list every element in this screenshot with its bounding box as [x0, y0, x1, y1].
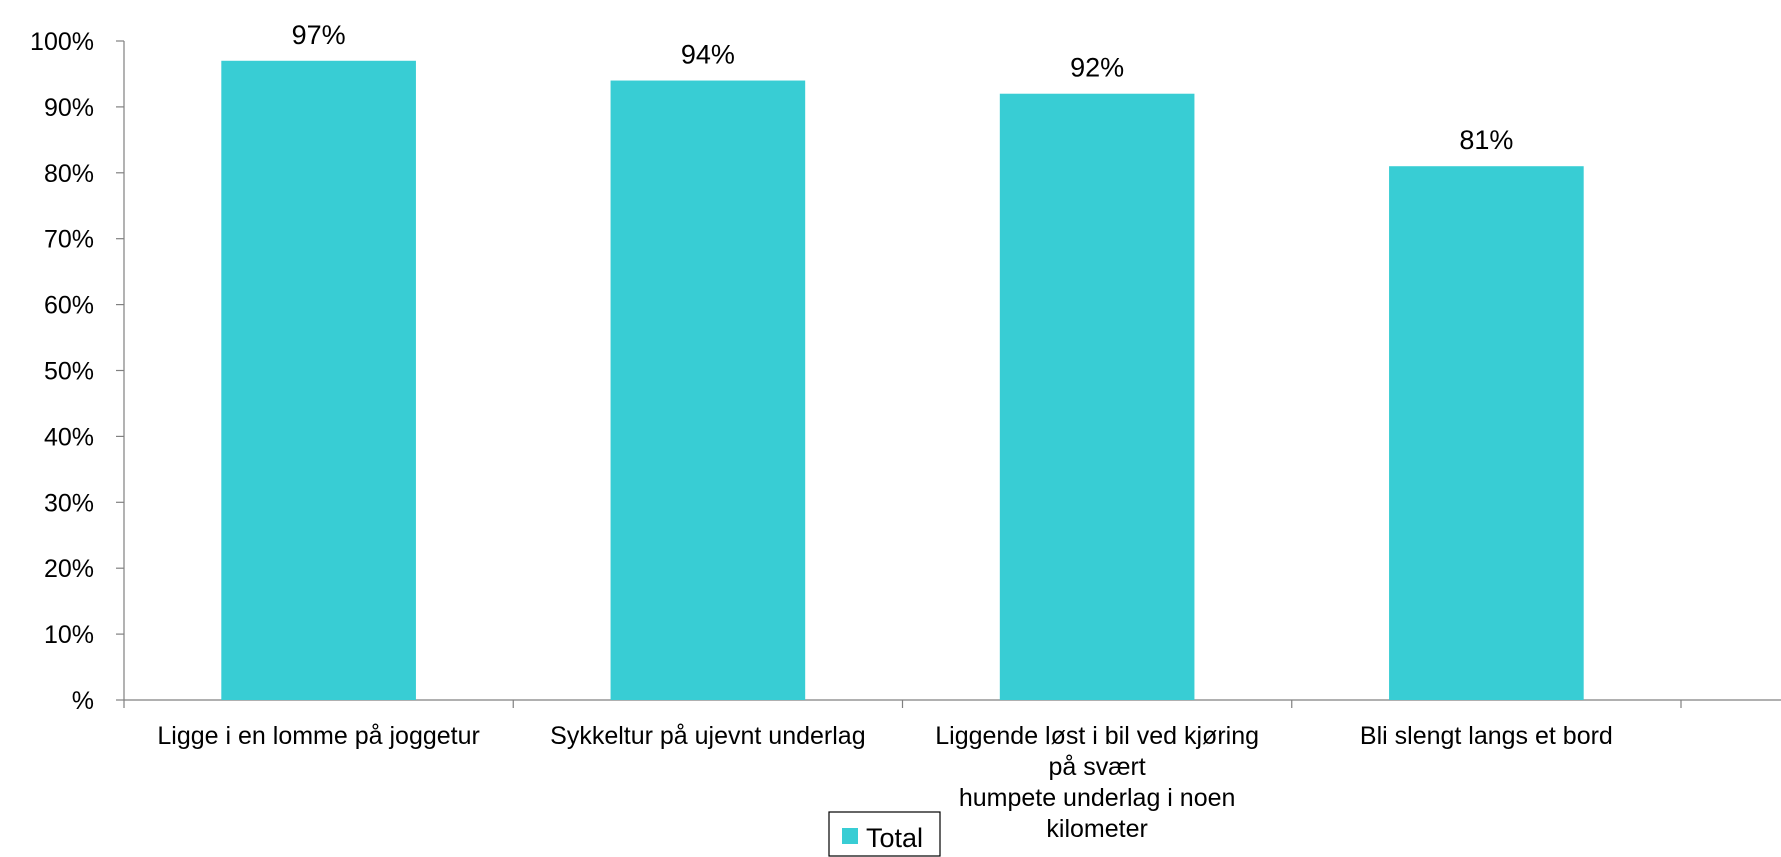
- legend-label-total: Total: [866, 823, 923, 853]
- bars: [221, 60, 1584, 701]
- y-tick-label: 80%: [44, 160, 94, 188]
- y-tick-label: 10%: [44, 621, 94, 649]
- bar: [1389, 166, 1584, 700]
- y-tick-label: 90%: [44, 94, 94, 122]
- y-tick-label: 40%: [44, 423, 94, 451]
- data-label: 97%: [292, 20, 346, 50]
- bar: [221, 60, 416, 700]
- y-tick-label: %: [72, 687, 94, 715]
- y-tick-label: 50%: [44, 358, 94, 386]
- data-label: 81%: [1459, 125, 1513, 155]
- data-label: 92%: [1070, 53, 1124, 83]
- legend: Total: [828, 811, 941, 857]
- y-tick-label: 20%: [44, 555, 94, 583]
- y-tick-label: 30%: [44, 489, 94, 517]
- x-category-label: Ligge i en lomme på joggetur: [157, 722, 479, 750]
- legend-swatch-total: [842, 828, 858, 844]
- y-tick-label: 60%: [44, 292, 94, 320]
- y-axis-ticks: % 10% 20% 30% 40% 50% 60% 70% 80% 90% 100%: [30, 28, 124, 715]
- x-category-label: Liggende løst i bil ved kjøring på svært h…: [935, 722, 1259, 843]
- bar: [999, 93, 1195, 701]
- x-category-label: Bli slengt langs et bord: [1360, 722, 1613, 750]
- y-tick-label: 70%: [44, 226, 94, 254]
- data-label: 94%: [681, 40, 735, 70]
- data-labels: 97% 94% 92% 81%: [292, 20, 1514, 155]
- bar: [610, 80, 806, 701]
- y-tick-label: 100%: [30, 28, 94, 56]
- x-category-label: Sykkeltur på ujevnt underlag: [550, 722, 865, 750]
- x-axis-labels: Ligge i en lomme på joggetur Sykkeltur på…: [157, 722, 1612, 843]
